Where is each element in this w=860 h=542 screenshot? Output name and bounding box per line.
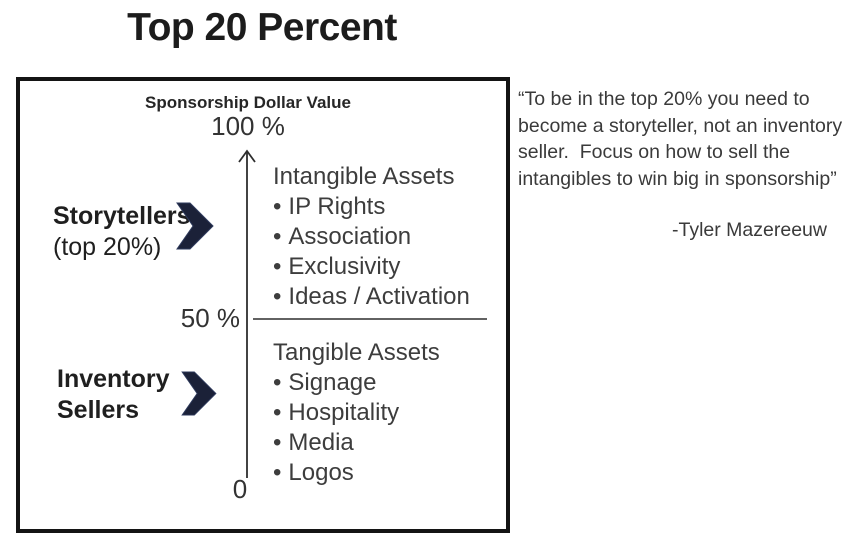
list-item-label: Association [288, 223, 412, 250]
list-item-label: Signage [288, 369, 377, 396]
list-item: • Exclusivity [273, 252, 470, 282]
storytellers-name: Storytellers [53, 202, 191, 230]
tick-label-0: 0 [232, 474, 248, 504]
quote-text: “To be in the top 20% you need to become… [518, 88, 848, 190]
list-item: • IP Rights [273, 192, 470, 222]
list-item: • Association [273, 222, 470, 252]
bullet-icon: • [273, 223, 282, 250]
bullet-icon: • [273, 253, 282, 280]
list-item: • Signage [273, 368, 440, 398]
list-item: • Ideas / Activation [273, 282, 470, 312]
chevron-right-icon [181, 371, 217, 421]
inventory-name-line1: Inventory [57, 365, 170, 393]
diagram-canvas: Sponsorship Dollar Value 100 % 50 % 0 St… [20, 81, 506, 529]
inventory-name-line2: Sellers [57, 396, 140, 424]
page-title: Top 20 Percent [127, 6, 397, 49]
tick-label-100: 100 % [211, 111, 285, 141]
bullet-icon: • [273, 283, 282, 310]
intangible-assets-header: Intangible Assets [273, 163, 455, 190]
axis-arrowhead-icon [238, 149, 256, 163]
diagram-frame: Sponsorship Dollar Value 100 % 50 % 0 St… [16, 77, 510, 533]
list-item-label: Ideas / Activation [288, 283, 470, 310]
chevron-right-icon [176, 202, 214, 255]
bullet-icon: • [273, 193, 282, 220]
list-item-label: Media [288, 429, 354, 456]
bullet-icon: • [273, 369, 282, 396]
tangible-assets-header: Tangible Assets [273, 339, 440, 366]
bullet-icon: • [273, 459, 282, 486]
label-storytellers: Storytellers (top 20%) [53, 201, 191, 263]
bullet-icon: • [273, 399, 282, 426]
axis-graphic [238, 149, 487, 478]
list-item: • Logos [273, 458, 440, 488]
list-item-label: IP Rights [288, 193, 386, 220]
intangible-assets-list: Intangible Assets • IP Rights • Associatio… [273, 162, 470, 312]
bullet-icon: • [273, 429, 282, 456]
storytellers-subtitle: (top 20%) [53, 233, 162, 261]
list-item: • Media [273, 428, 440, 458]
tick-label-50: 50 % [180, 303, 240, 333]
label-inventory-sellers: Inventory Sellers [57, 364, 170, 426]
list-item: • Hospitality [273, 398, 440, 428]
list-item-label: Logos [288, 459, 354, 486]
tangible-assets-list: Tangible Assets • Signage • Hospitality • M… [273, 338, 440, 488]
list-item-label: Hospitality [288, 399, 400, 426]
quote-attribution: -Tyler Mazereeuw [672, 219, 827, 241]
axis-title: Sponsorship Dollar Value [145, 93, 351, 112]
list-item-label: Exclusivity [288, 253, 401, 280]
